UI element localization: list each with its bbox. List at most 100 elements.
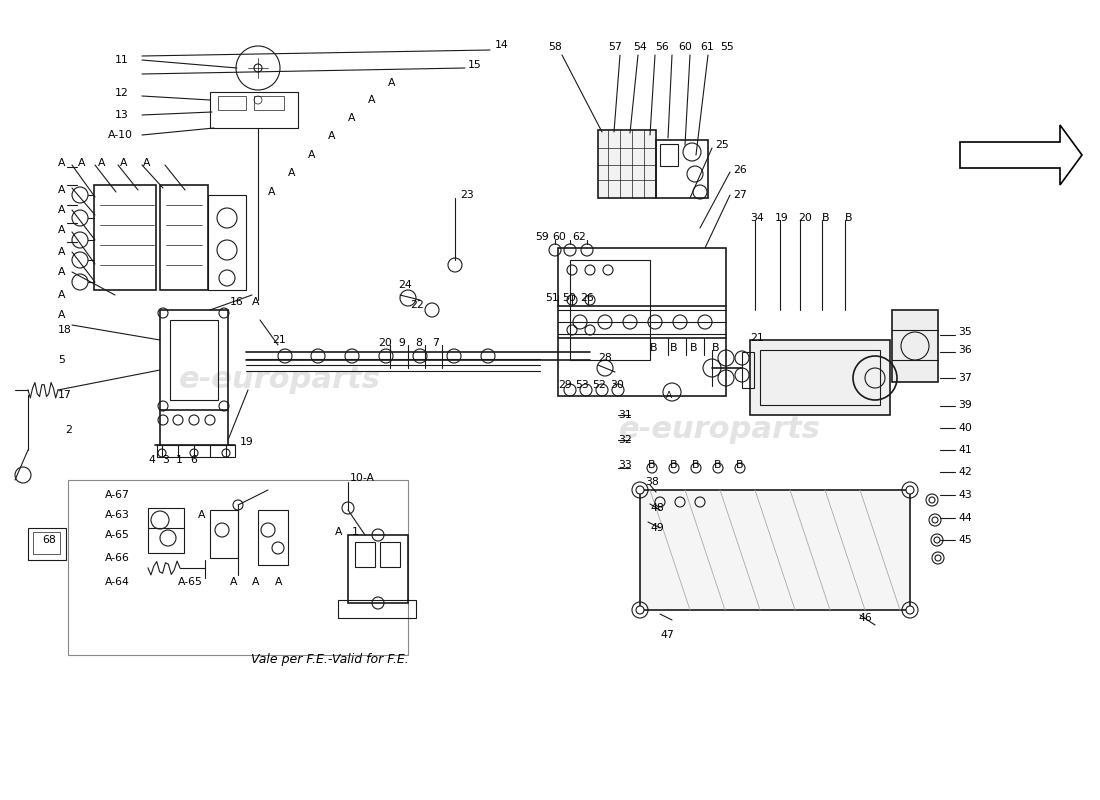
Text: A-10: A-10 <box>108 130 133 140</box>
Text: B: B <box>650 343 658 353</box>
Text: 26: 26 <box>733 165 747 175</box>
Text: A: A <box>268 187 275 197</box>
Text: A-65: A-65 <box>104 530 130 540</box>
Text: 19: 19 <box>240 437 254 447</box>
Text: B: B <box>714 460 722 470</box>
Text: 52: 52 <box>592 380 606 390</box>
Text: 1: 1 <box>352 527 359 537</box>
Bar <box>640 490 910 610</box>
Text: 62: 62 <box>572 232 585 242</box>
Text: A: A <box>58 205 66 215</box>
Circle shape <box>930 497 935 503</box>
Text: 11: 11 <box>116 55 129 65</box>
Circle shape <box>636 606 644 614</box>
Text: A: A <box>98 158 106 168</box>
Text: 51: 51 <box>544 293 559 303</box>
Text: 27: 27 <box>733 190 747 200</box>
Text: A: A <box>120 158 128 168</box>
Text: A-66: A-66 <box>104 553 130 563</box>
Text: A: A <box>78 158 86 168</box>
Text: A: A <box>388 78 396 88</box>
Bar <box>210 92 298 128</box>
Bar <box>760 350 880 405</box>
Text: 29: 29 <box>558 380 572 390</box>
Text: 37: 37 <box>958 373 971 383</box>
Text: e-europarts: e-europarts <box>179 366 381 394</box>
Text: 43: 43 <box>958 490 971 500</box>
Text: A: A <box>58 247 66 257</box>
Bar <box>338 600 416 618</box>
Circle shape <box>935 555 940 561</box>
Bar <box>218 96 246 110</box>
Bar <box>33 532 60 554</box>
Text: 32: 32 <box>618 435 631 445</box>
Text: A: A <box>336 527 342 537</box>
Text: 61: 61 <box>700 42 714 52</box>
Bar <box>68 480 408 655</box>
Text: 17: 17 <box>58 390 72 400</box>
Text: 7: 7 <box>432 338 439 348</box>
Text: 55: 55 <box>720 42 734 52</box>
Bar <box>254 96 284 110</box>
Text: 28: 28 <box>598 353 612 363</box>
Text: 46: 46 <box>858 613 871 623</box>
Text: 50: 50 <box>562 293 576 303</box>
Circle shape <box>636 486 644 494</box>
Text: A-63: A-63 <box>104 510 130 520</box>
Text: 39: 39 <box>958 400 971 410</box>
Text: 16: 16 <box>230 297 244 307</box>
Text: 23: 23 <box>460 190 474 200</box>
Bar <box>160 185 208 290</box>
Text: 21: 21 <box>272 335 286 345</box>
Text: 18: 18 <box>58 325 72 335</box>
Text: 35: 35 <box>958 327 971 337</box>
Bar <box>157 445 235 457</box>
Text: B: B <box>690 343 697 353</box>
Text: 60: 60 <box>678 42 692 52</box>
Text: 53: 53 <box>575 380 589 390</box>
Text: A: A <box>58 267 66 277</box>
Bar <box>656 140 708 198</box>
Text: 14: 14 <box>495 40 508 50</box>
Text: A: A <box>308 150 316 160</box>
Text: 36: 36 <box>958 345 971 355</box>
Text: A: A <box>348 113 355 123</box>
Text: A: A <box>58 185 66 195</box>
Circle shape <box>906 486 914 494</box>
Text: 15: 15 <box>468 60 482 70</box>
Text: 1: 1 <box>176 455 183 465</box>
Text: A: A <box>143 158 151 168</box>
Text: 60: 60 <box>552 232 565 242</box>
Text: 2: 2 <box>65 425 72 435</box>
Bar <box>750 340 890 415</box>
Text: 10-A: 10-A <box>350 473 375 483</box>
Text: 22: 22 <box>410 300 424 310</box>
Text: A: A <box>230 577 238 587</box>
Text: 25: 25 <box>715 140 728 150</box>
Text: 44: 44 <box>958 513 971 523</box>
Text: 12: 12 <box>116 88 129 98</box>
Text: A: A <box>252 297 260 307</box>
Text: 49: 49 <box>650 523 663 533</box>
Text: 6: 6 <box>190 455 197 465</box>
Text: 33: 33 <box>618 460 631 470</box>
Bar <box>742 352 754 388</box>
Circle shape <box>906 606 914 614</box>
Bar <box>355 542 375 567</box>
Text: 57: 57 <box>608 42 622 52</box>
Text: 38: 38 <box>645 477 659 487</box>
Text: 13: 13 <box>116 110 129 120</box>
Bar <box>258 510 288 565</box>
Text: B: B <box>822 213 829 223</box>
Text: 5: 5 <box>58 355 65 365</box>
Text: B: B <box>648 460 656 470</box>
Text: A-64: A-64 <box>104 577 130 587</box>
Bar <box>660 144 678 166</box>
Text: A-65: A-65 <box>178 577 202 587</box>
Text: e-europarts: e-europarts <box>619 415 821 445</box>
Text: Vale per F.E.-Valid for F.E.: Vale per F.E.-Valid for F.E. <box>251 654 409 666</box>
Circle shape <box>934 537 940 543</box>
Text: A: A <box>368 95 375 105</box>
Text: 34: 34 <box>750 213 763 223</box>
Text: A: A <box>288 168 296 178</box>
